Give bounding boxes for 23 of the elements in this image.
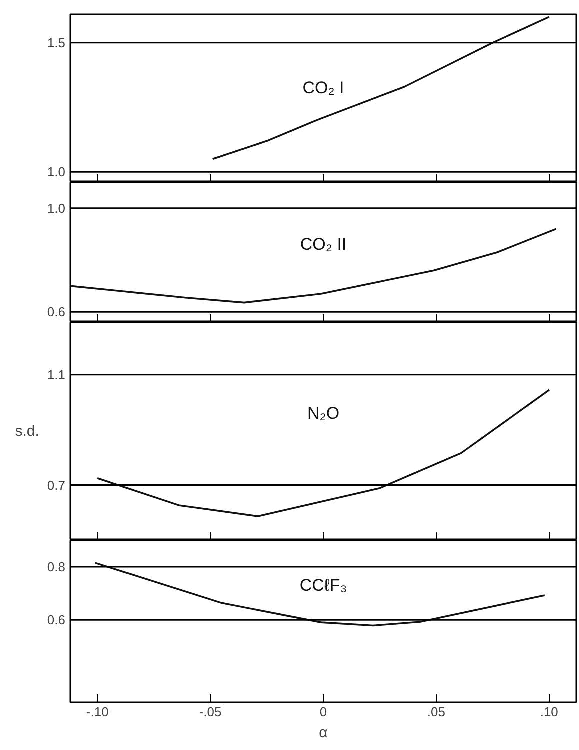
x-tick-label: .05 [427, 704, 446, 720]
text: N₂O [307, 404, 340, 424]
x-axis-title: α [319, 724, 328, 742]
line-series [212, 16, 550, 160]
y-tick-label: 0.7 [47, 478, 66, 493]
x-tick-label: .10 [540, 704, 558, 720]
series-label: CCℓF₃ [300, 576, 348, 596]
line-series [94, 562, 546, 627]
y-tick-label: 0.6 [47, 612, 66, 628]
y-tick-label: 1.0 [47, 164, 66, 180]
y-tick-label: 1.0 [47, 200, 66, 216]
x-tick-label: -.05 [199, 704, 222, 720]
series-label: CO₂ II [300, 235, 347, 254]
x-tick-label: 0 [320, 704, 328, 720]
y-tick-label: 1.5 [47, 35, 66, 50]
line-series [96, 389, 550, 518]
x-tick-label: -.10 [86, 704, 109, 720]
y-axis-title: s.d. [15, 423, 40, 440]
y-tick-label: 0.8 [47, 560, 66, 575]
line-series [70, 228, 558, 304]
y-tick-label: 0.6 [47, 304, 66, 320]
series-label: CO₂ I [302, 78, 344, 98]
y-tick-label: 1.1 [47, 367, 66, 382]
